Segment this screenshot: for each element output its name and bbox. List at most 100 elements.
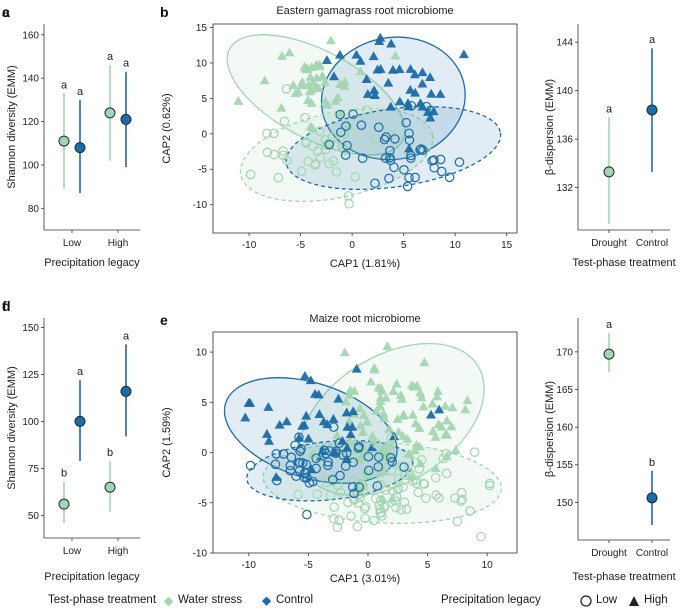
point-ws-high (259, 75, 270, 85)
estimate-point (58, 135, 70, 147)
point-ctl-low (373, 122, 384, 133)
point-ws-high (379, 413, 390, 422)
point-ctl-high (261, 429, 272, 438)
point-ws-low (371, 438, 382, 449)
point-ctl-low (356, 120, 367, 130)
point-ctl-low (341, 121, 351, 131)
point-ws-high (415, 387, 426, 397)
y-tick-label: 100 (22, 160, 39, 171)
x-tick-label: -10 (242, 560, 257, 571)
x-tick-label: High (108, 238, 129, 249)
point-ws-low (377, 511, 387, 521)
point-ws-low (324, 158, 334, 169)
point-ws-high (354, 403, 365, 412)
y-axis-label: Shannon diversity (EMM) (6, 366, 18, 490)
point-ws-low (315, 152, 326, 163)
point-ws-low (314, 126, 325, 137)
point-ctl-low (300, 468, 311, 479)
y-tick-label: 160 (556, 423, 573, 434)
point-ctl-high (410, 87, 421, 97)
point-ws-low (245, 169, 256, 180)
significance-letter: a (123, 330, 130, 342)
point-ws-low (303, 156, 314, 167)
point-ws-low (350, 172, 361, 182)
y-tick-label: 144 (556, 38, 573, 49)
point-ctl-low (335, 109, 345, 120)
significance-letter: a (123, 58, 130, 70)
x-tick-label: Drought (591, 238, 627, 249)
point-ctl-high (385, 101, 396, 111)
point-ctl-low (404, 135, 415, 146)
point-ws-high (462, 395, 473, 405)
x-tick-label: Low (63, 546, 82, 557)
point-ws-low (349, 495, 360, 505)
chart-title: Eastern gamagrass root microbiome (276, 5, 453, 17)
point-ws-high (319, 77, 330, 87)
x-tick-label: -5 (296, 240, 305, 251)
point-ws-low (361, 105, 372, 116)
point-ctl-high (369, 90, 380, 100)
panel-label: f (2, 298, 7, 314)
point-ctl-low (406, 150, 416, 161)
x-axis-label: CAP1 (3.01%) (330, 573, 400, 585)
point-ws-high (358, 410, 369, 419)
point-ctl-high (405, 64, 416, 73)
point-ws-low (296, 166, 307, 177)
point-ws-high (378, 443, 389, 452)
y-tick-label: 160 (22, 30, 39, 41)
y-tick-label: 132 (556, 183, 573, 194)
point-ctl-low (435, 154, 446, 165)
point-ctl-low (385, 145, 395, 156)
y-tick-label: 170 (556, 347, 573, 358)
point-ws-low (390, 496, 401, 506)
point-ctl-low (245, 460, 256, 471)
point-ctl-low (370, 178, 380, 189)
point-ws-low (349, 452, 360, 463)
point-ws-high (367, 430, 378, 440)
point-ws-high (410, 418, 421, 428)
point-ctl-high (313, 389, 324, 399)
y-tick-label: 155 (556, 460, 573, 471)
panel-c: 132 136 140 144 Drought Control Test-phase tre… (2, 4, 676, 269)
point-ws-high (392, 414, 403, 423)
panel-label: e (160, 312, 168, 328)
point-ctl-low (302, 509, 312, 520)
y-tick-label: 150 (22, 323, 39, 334)
point-ctl-low (353, 443, 364, 453)
point-ctl-low (380, 153, 391, 163)
estimate-point (74, 142, 86, 154)
significance-letter: a (649, 34, 656, 46)
significance-letter: a (606, 319, 613, 331)
point-ctl-low (416, 144, 426, 154)
point-ws-low (262, 128, 272, 139)
significance-letter: b (649, 457, 655, 469)
y-axis-label: Shannon diversity (EMM) (6, 65, 18, 189)
point-ws-low (335, 487, 346, 497)
point-ctl-high (345, 429, 356, 439)
point-ctl-low (323, 460, 333, 471)
point-ctl-low (336, 127, 346, 138)
point-ctl-low (406, 101, 417, 111)
point-ws-high (306, 98, 317, 107)
point-ws-high (407, 409, 418, 419)
point-ctl-high (243, 398, 254, 407)
x-tick-label: High (108, 546, 129, 557)
estimate-point (120, 385, 132, 397)
point-ctl-high (404, 143, 415, 153)
point-ctl-low (387, 457, 398, 467)
plot-frame (212, 23, 518, 234)
point-ws-low (434, 493, 444, 503)
point-ctl-low (324, 139, 335, 150)
point-ws-high (276, 50, 287, 60)
panel-e: -10 -5 0 5 10 -10 -5 0 5 10 Maize root microbiome C… (160, 312, 518, 585)
point-ws-high (335, 108, 346, 118)
point-ctl-low (363, 451, 374, 462)
legend-legacy-title: Precipitation legacy (441, 594, 541, 606)
point-ws-high (411, 440, 422, 450)
estimate-point (104, 107, 116, 119)
point-ctl-low (406, 153, 416, 163)
point-ws-low (393, 484, 403, 495)
point-ctl-high (334, 49, 345, 59)
point-ws-high (382, 341, 393, 351)
panel-f: 150 155 160 165 170 Drought Control Test-phase … (2, 298, 676, 583)
